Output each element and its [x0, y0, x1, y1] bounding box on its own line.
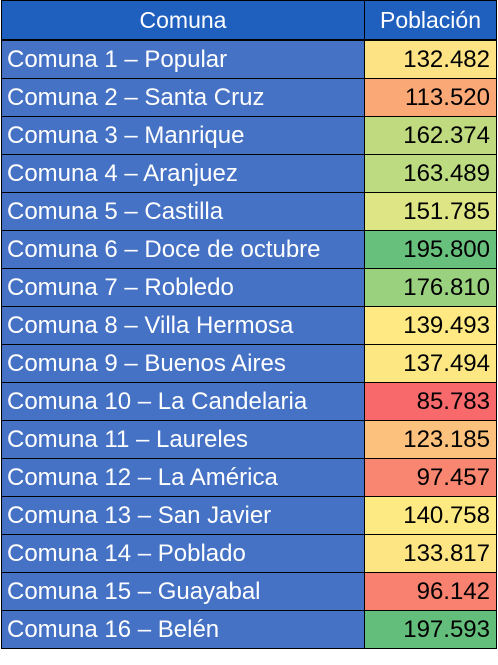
poblacion-cell[interactable]: 137.494 [365, 345, 497, 383]
poblacion-cell[interactable]: 163.489 [365, 155, 497, 193]
comuna-cell[interactable]: Comuna 14 – Poblado [2, 535, 365, 573]
comuna-cell[interactable]: Comuna 9 – Buenos Aires [2, 345, 365, 383]
poblacion-cell[interactable]: 197.593 [365, 611, 497, 649]
comuna-cell[interactable]: Comuna 2 – Santa Cruz [2, 79, 365, 117]
poblacion-cell[interactable]: 133.817 [365, 535, 497, 573]
table-row: Comuna 5 – Castilla 151.785 [2, 193, 497, 231]
comuna-cell[interactable]: Comuna 11 – Laureles [2, 421, 365, 459]
comuna-cell[interactable]: Comuna 7 – Robledo [2, 269, 365, 307]
table-row: Comuna 2 – Santa Cruz 113.520 [2, 79, 497, 117]
poblacion-cell[interactable]: 85.783 [365, 383, 497, 421]
poblacion-cell[interactable]: 139.493 [365, 307, 497, 345]
table-row: Comuna 15 – Guayabal 96.142 [2, 573, 497, 611]
poblacion-cell[interactable]: 140.758 [365, 497, 497, 535]
poblacion-cell[interactable]: 195.800 [365, 231, 497, 269]
poblacion-cell[interactable]: 96.142 [365, 573, 497, 611]
comuna-cell[interactable]: Comuna 4 – Aranjuez [2, 155, 365, 193]
table-row: Comuna 11 – Laureles 123.185 [2, 421, 497, 459]
population-table: Comuna Población Comuna 1 – Popular 132.4… [1, 0, 497, 649]
header-row: Comuna Población [2, 1, 497, 41]
poblacion-cell[interactable]: 151.785 [365, 193, 497, 231]
poblacion-cell[interactable]: 113.520 [365, 79, 497, 117]
table-row: Comuna 14 – Poblado 133.817 [2, 535, 497, 573]
table-row: Comuna 4 – Aranjuez 163.489 [2, 155, 497, 193]
comuna-cell[interactable]: Comuna 15 – Guayabal [2, 573, 365, 611]
table-row: Comuna 12 – La América 97.457 [2, 459, 497, 497]
header-poblacion[interactable]: Población [365, 1, 497, 41]
poblacion-cell[interactable]: 132.482 [365, 40, 497, 79]
comuna-cell[interactable]: Comuna 12 – La América [2, 459, 365, 497]
comuna-cell[interactable]: Comuna 6 – Doce de octubre [2, 231, 365, 269]
poblacion-cell[interactable]: 97.457 [365, 459, 497, 497]
comuna-cell[interactable]: Comuna 10 – La Candelaria [2, 383, 365, 421]
comuna-cell[interactable]: Comuna 16 – Belén [2, 611, 365, 649]
comuna-cell[interactable]: Comuna 3 – Manrique [2, 117, 365, 155]
table-row: Comuna 10 – La Candelaria 85.783 [2, 383, 497, 421]
poblacion-cell[interactable]: 123.185 [365, 421, 497, 459]
table-body: Comuna 1 – Popular 132.482 Comuna 2 – Sant… [2, 40, 497, 649]
comuna-cell[interactable]: Comuna 8 – Villa Hermosa [2, 307, 365, 345]
poblacion-cell[interactable]: 162.374 [365, 117, 497, 155]
table-row: Comuna 9 – Buenos Aires 137.494 [2, 345, 497, 383]
comuna-cell[interactable]: Comuna 5 – Castilla [2, 193, 365, 231]
table-row: Comuna 16 – Belén 197.593 [2, 611, 497, 649]
table-row: Comuna 6 – Doce de octubre 195.800 [2, 231, 497, 269]
table-row: Comuna 1 – Popular 132.482 [2, 40, 497, 79]
poblacion-cell[interactable]: 176.810 [365, 269, 497, 307]
header-comuna[interactable]: Comuna [2, 1, 365, 41]
comuna-cell[interactable]: Comuna 1 – Popular [2, 40, 365, 79]
table-row: Comuna 7 – Robledo 176.810 [2, 269, 497, 307]
table-row: Comuna 13 – San Javier 140.758 [2, 497, 497, 535]
table-row: Comuna 8 – Villa Hermosa 139.493 [2, 307, 497, 345]
comuna-cell[interactable]: Comuna 13 – San Javier [2, 497, 365, 535]
table-row: Comuna 3 – Manrique 162.374 [2, 117, 497, 155]
